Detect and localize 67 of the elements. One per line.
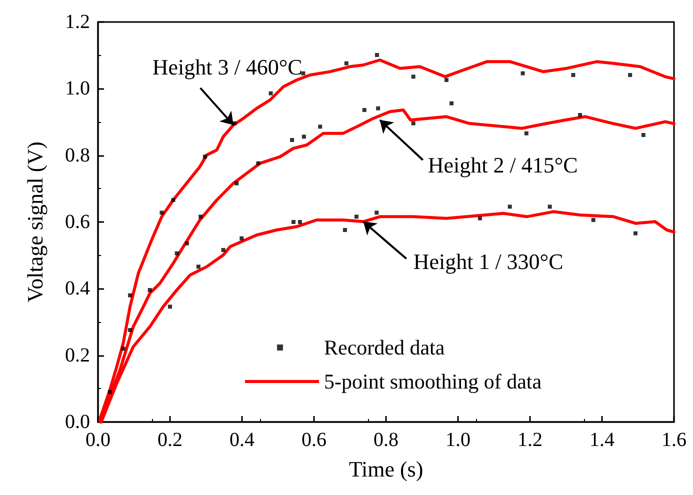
annotation: Height 2 / 415°C	[428, 152, 578, 178]
point	[301, 71, 306, 76]
x-tick-label: 0.2	[158, 429, 182, 451]
x-tick-label: 1.2	[518, 429, 542, 451]
point	[196, 264, 200, 269]
point	[591, 218, 596, 222]
point	[221, 248, 226, 252]
point	[256, 161, 260, 166]
point	[198, 214, 203, 219]
point	[121, 346, 126, 351]
point	[524, 131, 528, 136]
point	[298, 220, 302, 224]
y-tick-label: 0.2	[65, 344, 90, 366]
x-tick-label: 0.4	[230, 429, 254, 451]
point	[302, 134, 306, 139]
point	[362, 108, 366, 112]
point	[520, 71, 525, 76]
point	[628, 73, 632, 77]
point	[108, 390, 112, 394]
point	[160, 210, 164, 215]
point	[174, 251, 179, 256]
point	[376, 106, 380, 110]
point	[240, 236, 244, 240]
point	[168, 304, 172, 309]
point	[411, 74, 416, 79]
y-tick-label: 1.2	[65, 11, 90, 33]
x-tick-label: 1.0	[446, 429, 470, 451]
point	[450, 101, 454, 106]
point	[184, 241, 189, 246]
point	[290, 138, 294, 142]
y-tick-label: 0.6	[65, 211, 90, 233]
annotation: Height 1 / 330°C	[413, 249, 564, 274]
point	[571, 73, 576, 77]
legend-label: 5-point smoothing of data	[324, 370, 542, 394]
x-tick-label: 1.6	[662, 429, 686, 451]
x-tick-label: 0.6	[302, 429, 326, 451]
point	[508, 204, 512, 209]
point	[128, 293, 132, 298]
point	[375, 53, 379, 57]
y-tick-label: 1.0	[65, 78, 90, 100]
point	[234, 181, 239, 186]
point	[318, 124, 322, 129]
point	[291, 220, 296, 224]
point	[444, 78, 448, 82]
point	[478, 216, 482, 220]
point	[374, 210, 379, 215]
y-axis-title: Voltage signal (V)	[22, 142, 48, 302]
x-tick-label: 0.8	[374, 429, 398, 451]
point	[354, 214, 358, 219]
annotation: Height 3 / 460°C	[152, 54, 302, 80]
point	[342, 228, 347, 232]
point	[633, 231, 638, 236]
x-axis-title: Time (s)	[348, 456, 424, 482]
point	[641, 133, 646, 137]
legend-label: Recorded data	[324, 336, 446, 360]
x-tick-label: 1.4	[590, 429, 614, 451]
point	[548, 204, 552, 209]
y-tick-label: 0.8	[65, 144, 90, 166]
y-tick-label: 0.4	[65, 278, 90, 300]
point	[578, 113, 582, 117]
point	[268, 91, 273, 96]
point	[128, 328, 132, 332]
point	[148, 288, 152, 292]
point	[344, 61, 348, 66]
point	[202, 154, 207, 159]
point	[171, 198, 176, 202]
point	[411, 121, 416, 126]
